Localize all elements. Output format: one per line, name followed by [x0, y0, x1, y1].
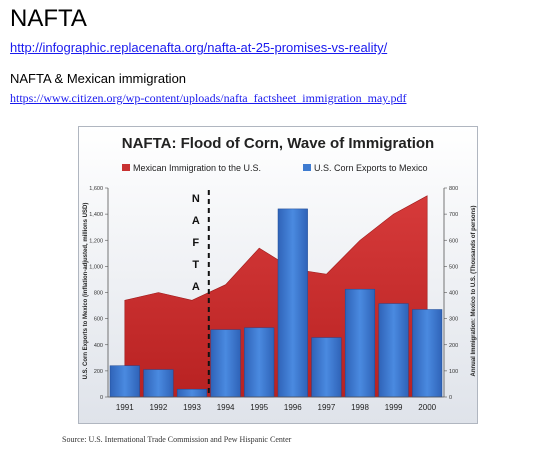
y-tick-label-left: 0 — [100, 395, 103, 401]
infographic-link[interactable]: http://infographic.replacenafta.org/naft… — [10, 40, 388, 55]
source-note: Source: U.S. International Trade Commiss… — [62, 435, 292, 444]
x-tick-label-1994: 1994 — [217, 403, 235, 412]
y-tick-label-right: 100 — [449, 369, 458, 375]
corn-export-bar-1995 — [244, 327, 275, 398]
corn-export-bar-1997 — [311, 337, 342, 398]
y-tick-label-left: 1,200 — [89, 238, 103, 244]
y-tick-label-right: 500 — [449, 264, 458, 270]
chart: NAFTA: Flood of Corn, Wave of Immigratio… — [78, 126, 478, 424]
y-tick-label-right: 400 — [449, 291, 458, 297]
legend-swatch-corn — [303, 164, 311, 171]
x-tick-label-1999: 1999 — [385, 403, 403, 412]
y-axis-label-left: U.S. Corn Exports to Mexico (inflation-a… — [83, 203, 89, 380]
legend: Mexican Immigration to the U.S. U.S. Cor… — [122, 163, 428, 173]
corn-export-bar-1993 — [176, 388, 208, 398]
y-tick-label-left: 800 — [94, 291, 103, 297]
corn-export-bar-1992 — [143, 369, 174, 398]
corn-export-bar-1996 — [277, 208, 308, 398]
y-tick-label-left: 400 — [94, 343, 103, 349]
x-tick-label-1997: 1997 — [318, 403, 336, 412]
y-tick-label-left: 1,400 — [89, 212, 103, 218]
y-axis-label-right: Annual Immigration: Mexico to U.S. (Thou… — [471, 205, 477, 376]
page-title: NAFTA — [10, 5, 87, 32]
y-tick-label-right: 800 — [449, 186, 458, 192]
x-tick-label-1991: 1991 — [116, 403, 134, 412]
corn-export-bar-1999 — [378, 303, 409, 398]
y-tick-label-right: 700 — [449, 212, 458, 218]
y-tick-label-right: 0 — [449, 395, 452, 401]
y-tick-label-left: 200 — [94, 369, 103, 375]
corn-export-bar-1998 — [344, 288, 376, 398]
x-tick-label-1998: 1998 — [351, 403, 369, 412]
y-tick-label-right: 200 — [449, 343, 458, 349]
nafta-letter: F — [192, 237, 199, 249]
corn-export-bar-1991 — [109, 365, 140, 398]
x-tick-label-1993: 1993 — [183, 403, 201, 412]
corn-export-bar-1994 — [210, 329, 241, 398]
nafta-letter: A — [192, 215, 200, 227]
x-tick-label-1995: 1995 — [250, 403, 268, 412]
page-subtitle: NAFTA & Mexican immigration — [10, 71, 187, 86]
legend-label-immigration: Mexican Immigration to the U.S. — [133, 163, 261, 173]
legend-label-corn: U.S. Corn Exports to Mexico — [314, 163, 428, 173]
y-tick-label-left: 1,600 — [89, 186, 103, 192]
y-tick-label-right: 600 — [449, 238, 458, 244]
nafta-letter: T — [192, 259, 199, 271]
chart-title: NAFTA: Flood of Corn, Wave of Immigratio… — [122, 135, 434, 152]
nafta-letter: A — [192, 281, 200, 293]
y-tick-label-left: 600 — [94, 317, 103, 323]
plot-area: 0 200 400 600 800 1,000 1,200 1,400 1,600 0 100 200… — [89, 186, 458, 412]
y-tick-label-left: 1,000 — [89, 264, 103, 270]
x-tick-label-2000: 2000 — [418, 403, 436, 412]
legend-swatch-immigration — [122, 164, 130, 171]
x-tick-label-1992: 1992 — [150, 403, 168, 412]
factsheet-link[interactable]: https://www.citizen.org/wp-content/uploa… — [10, 91, 407, 105]
corn-export-bar-2000 — [412, 309, 443, 398]
x-tick-label-1996: 1996 — [284, 403, 302, 412]
nafta-letter: N — [192, 193, 200, 205]
y-tick-label-right: 300 — [449, 317, 458, 323]
